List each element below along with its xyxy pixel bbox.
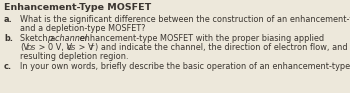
Text: c.: c. [4, 62, 12, 71]
Text: ) and indicate the channel, the direction of electron flow, and the: ) and indicate the channel, the directio… [95, 43, 350, 52]
Text: a.: a. [4, 15, 13, 24]
Text: p-channel: p-channel [47, 34, 87, 43]
Text: > 0 V, V: > 0 V, V [36, 43, 72, 52]
Text: DS: DS [27, 45, 36, 51]
Text: Enhancement-Type MOSFET: Enhancement-Type MOSFET [4, 3, 151, 12]
Text: (V: (V [20, 43, 29, 52]
Text: > V: > V [76, 43, 93, 52]
Text: b.: b. [4, 34, 13, 43]
Text: and a depletion-type MOSFET?: and a depletion-type MOSFET? [20, 24, 146, 33]
Text: enhancement-type MOSFET with the proper biasing applied: enhancement-type MOSFET with the proper … [77, 34, 324, 43]
Text: In your own words, briefly describe the basic operation of an enhancement-type M: In your own words, briefly describe the … [20, 62, 350, 71]
Text: resulting depletion region.: resulting depletion region. [20, 52, 128, 61]
Text: What is the significant difference between the construction of an enhancement-ty: What is the significant difference betwe… [20, 15, 350, 24]
Text: GS: GS [67, 45, 76, 51]
Text: T: T [90, 45, 94, 51]
Text: Sketch a: Sketch a [20, 34, 58, 43]
